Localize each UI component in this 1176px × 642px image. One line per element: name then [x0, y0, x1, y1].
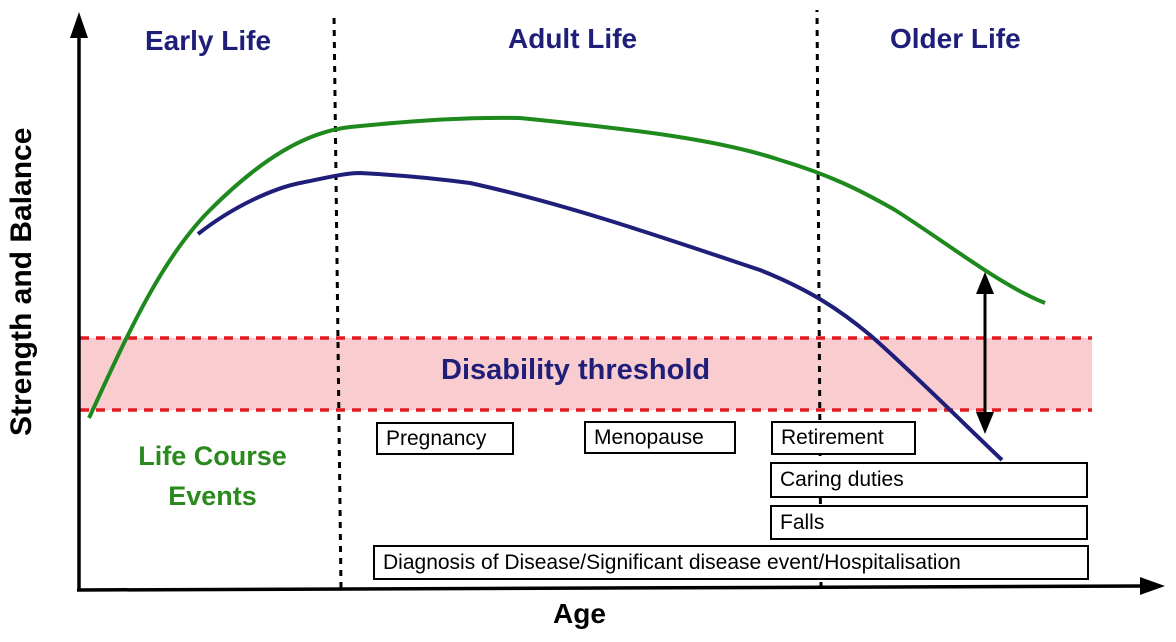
event-pregnancy: Pregnancy [376, 422, 514, 455]
early-life-label: Early Life [145, 25, 272, 56]
older-life-label: Older Life [890, 23, 1021, 54]
blue-curve [196, 170, 1004, 462]
divider-early-adult [332, 13, 343, 589]
gap-arrow-top [976, 272, 994, 294]
life-course-events-title: Life Course Events [138, 441, 287, 511]
y-axis-arrowhead [70, 12, 88, 38]
x-axis-arrowhead [1140, 577, 1165, 595]
adult-life-label: Adult Life [508, 23, 638, 54]
x-axis-label: Age [553, 598, 606, 629]
event-falls: Falls [770, 505, 1088, 540]
green-curve [87, 115, 1046, 419]
event-caring-duties: Caring duties [770, 462, 1088, 498]
y-axis-label: Strength and Balance [5, 127, 38, 436]
disability-threshold-band [80, 338, 1092, 410]
x-axis [76, 584, 1149, 592]
gap-arrow-bottom [976, 412, 994, 434]
event-menopause: Menopause [584, 421, 736, 454]
event-retirement: Retirement [771, 421, 916, 455]
disability-threshold-label: Disability threshold [441, 354, 711, 386]
event-diagnosis: Diagnosis of Disease/Significant disease… [373, 545, 1089, 580]
